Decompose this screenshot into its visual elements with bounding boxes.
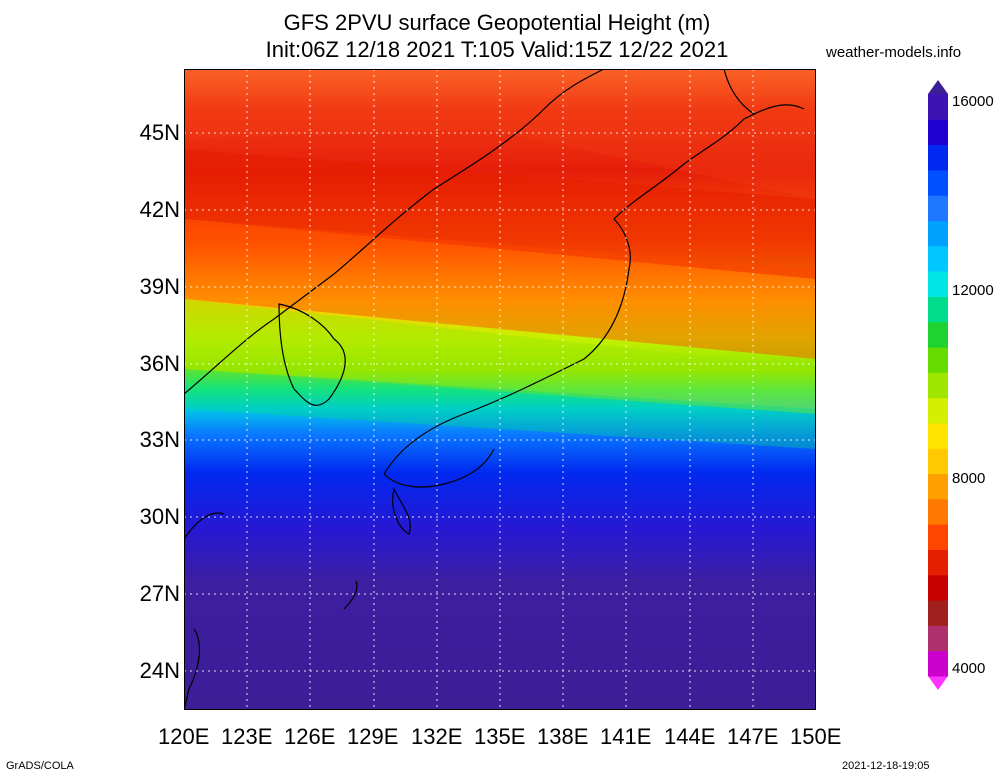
colorbar [928,80,948,690]
lat-label: 36N [139,351,180,376]
field-band-top [184,69,816,199]
lat-label: 30N [139,504,180,529]
colorbar-segment [928,625,948,652]
colorbar-segment [928,574,948,601]
colorbar-segment [928,321,948,348]
colorbar-segment [928,650,948,677]
lon-label: 123E [221,724,273,749]
field-band-teal [184,369,816,449]
colorbar-segment [928,549,948,576]
lon-label: 120E [158,724,210,749]
lat-label: 39N [139,274,180,299]
colorbar-segment [928,169,948,196]
colorbar-segment [928,94,948,120]
chart-title: GFS 2PVU surface Geopotential Height (m) [283,10,711,35]
plot-frame [184,69,816,710]
colorbar-segment [928,245,948,272]
colorbar-segment [928,473,948,500]
map-plot-area [184,69,816,710]
colorbar-label: 8000 [952,470,986,487]
colorbar-segment [928,600,948,626]
colorbar-label: 4000 [952,660,986,677]
colorbar-segment [928,422,948,449]
field-band-lime [184,299,816,414]
lon-label: 150E [790,724,842,749]
gridlines [184,69,816,710]
lon-label: 132E [411,724,463,749]
colorbar-segment [928,372,948,399]
colorbar-segment [928,220,948,247]
site-label: weather-models.info [826,44,962,61]
lat-label: 45N [139,120,180,145]
colorbar-segment [928,498,948,525]
lat-label: 42N [139,197,180,222]
footer-timestamp: 2021-12-18-19:05 [842,760,930,772]
colorbar-segment [928,347,948,373]
lon-label: 144E [664,724,716,749]
colorbar-segment [928,271,948,297]
lat-label: 33N [139,427,180,452]
colorbar-segment [928,397,948,424]
footer-left: GrADS/COLA [6,760,74,772]
colorbar-segment [928,144,948,171]
chart-subtitle: Init:06Z 12/18 2021 T:105 Valid:15Z 12/2… [265,37,729,62]
colorbar-segment [928,195,948,222]
colorbar-segment [928,80,948,94]
colorbar-label: 16000 [952,93,994,110]
field-band-orange [184,219,816,359]
lat-label: 24N [139,658,180,683]
lon-label: 126E [284,724,336,749]
colorbar-segment [928,448,948,475]
colorbar-segment [928,119,948,146]
lat-label: 27N [139,581,180,606]
colorbar-label: 12000 [952,282,994,299]
map-canvas [184,69,816,710]
lon-label: 138E [537,724,589,749]
colorbar-segment [928,676,948,690]
colorbar-segment [928,524,948,550]
lon-label: 135E [474,724,526,749]
colorbar-segment [928,296,948,323]
lon-label: 147E [727,724,779,749]
lon-label: 141E [600,724,652,749]
lon-label: 129E [347,724,399,749]
